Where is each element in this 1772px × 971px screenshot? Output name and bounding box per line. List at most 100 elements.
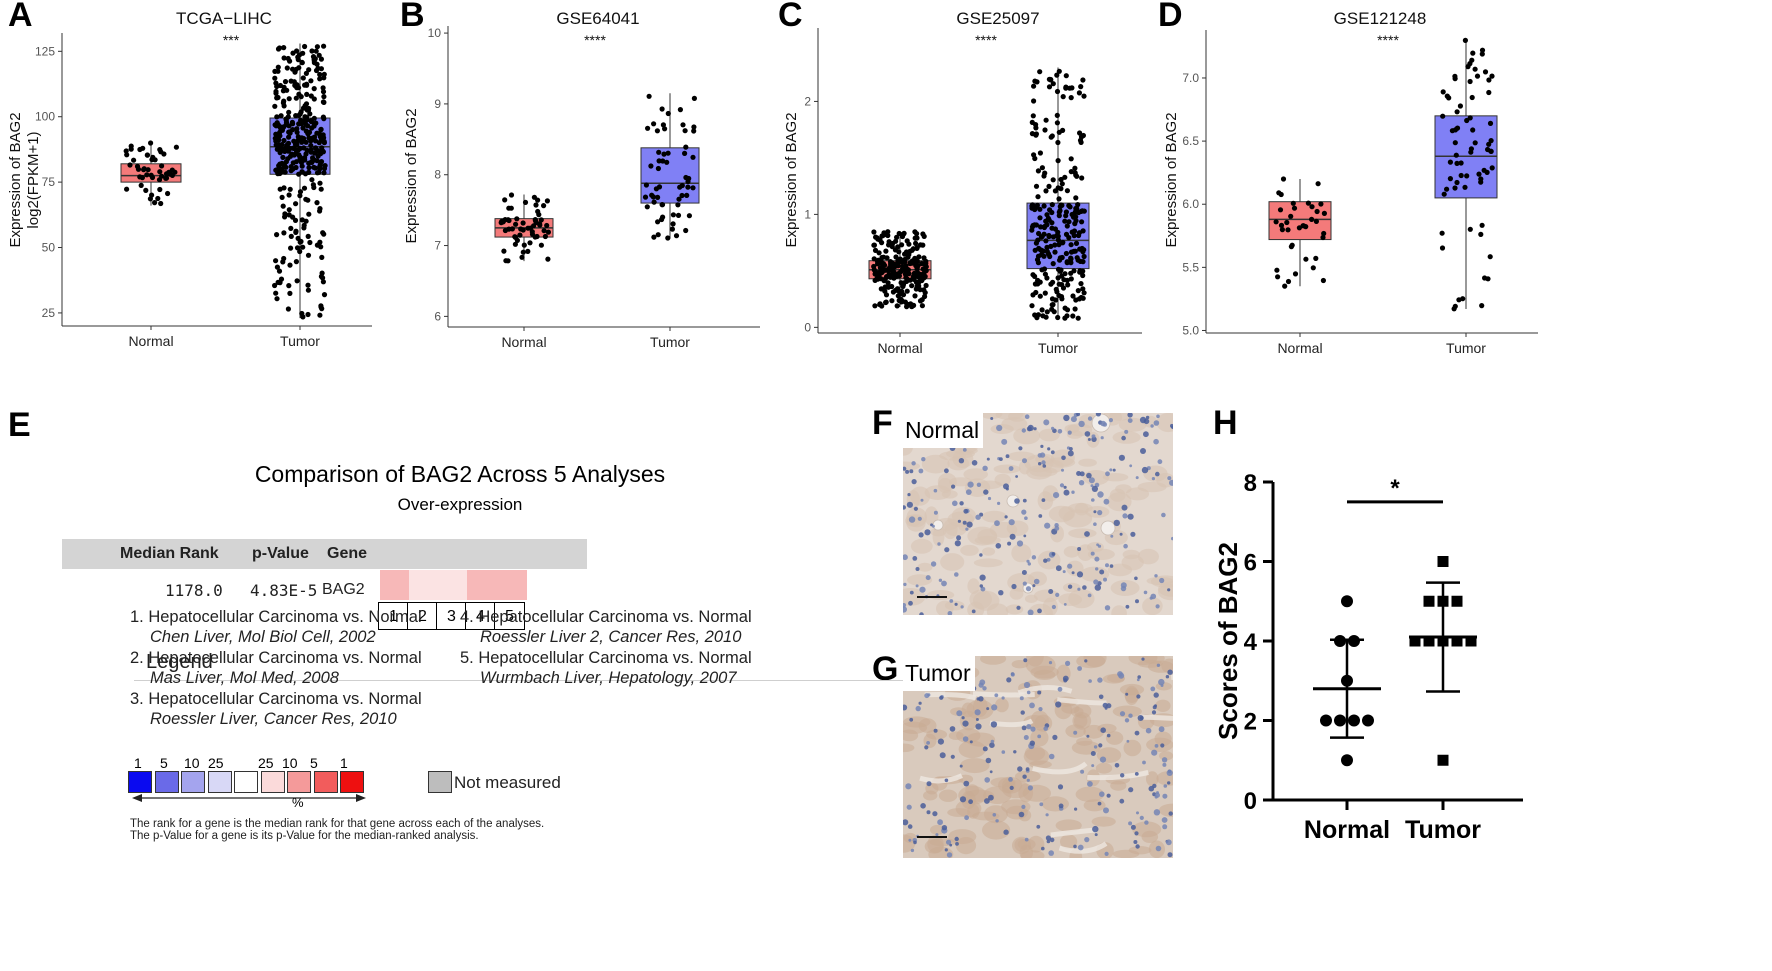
y-tick-label: 50 <box>42 241 56 255</box>
nucleus <box>913 506 918 511</box>
rank-number: 2 <box>407 602 438 630</box>
data-point <box>1046 84 1053 90</box>
data-point <box>317 208 323 214</box>
nucleus <box>1053 492 1060 499</box>
legend-item: 1. Hepatocellular Carcinoma vs. Normal Ch… <box>130 607 422 647</box>
row-gene-link[interactable]: BAG2 <box>322 581 365 598</box>
nucleus <box>1140 448 1146 454</box>
cell <box>903 588 926 606</box>
nucleus <box>1153 692 1159 698</box>
rank-cell[interactable] <box>438 570 469 600</box>
data-point <box>285 306 291 312</box>
data-point <box>306 169 312 175</box>
nucleus <box>1043 419 1050 426</box>
nucleus <box>1001 750 1006 754</box>
data-point <box>1073 195 1079 201</box>
data-point <box>1080 272 1086 279</box>
nucleus <box>985 757 992 764</box>
nucleus <box>1001 438 1008 445</box>
data-point <box>1284 219 1290 226</box>
nucleus <box>969 740 973 744</box>
data-point <box>279 194 285 200</box>
data-point <box>500 218 506 224</box>
nucleus <box>995 543 1002 549</box>
data-point <box>911 302 917 308</box>
data-point <box>1482 275 1488 281</box>
nucleus <box>1144 820 1149 825</box>
nucleus <box>1099 756 1107 763</box>
data-point <box>1059 181 1065 187</box>
nucleus <box>1109 564 1114 568</box>
nucleus <box>1134 576 1138 581</box>
nucleus <box>957 519 961 523</box>
nucleus <box>1023 735 1029 740</box>
nucleus <box>924 745 929 750</box>
data-point <box>321 170 327 176</box>
rank-cell[interactable] <box>380 570 411 600</box>
nucleus <box>986 707 990 711</box>
nucleus <box>979 584 983 588</box>
data-point <box>1039 307 1045 313</box>
stroma <box>972 691 1035 698</box>
nucleus <box>1137 675 1141 679</box>
nucleus <box>1041 498 1046 502</box>
nucleus <box>1054 526 1060 531</box>
data-point <box>643 182 649 188</box>
data-point <box>303 101 310 107</box>
nucleus <box>1136 678 1140 682</box>
rank-cell[interactable] <box>496 570 527 600</box>
data-point <box>1452 73 1458 79</box>
nucleus <box>975 723 982 730</box>
data-point <box>1054 72 1060 78</box>
data-point <box>1050 279 1056 285</box>
data-point <box>1279 227 1285 233</box>
nucleus <box>1099 569 1105 575</box>
data-point <box>910 274 916 280</box>
nucleus <box>1001 696 1005 700</box>
data-point <box>300 125 306 131</box>
data-point <box>1035 281 1041 287</box>
data-point <box>308 142 314 149</box>
data-point <box>1078 139 1084 145</box>
data-point <box>1476 171 1482 177</box>
nucleus <box>1038 462 1042 466</box>
data-point <box>144 152 150 158</box>
data-point <box>1071 228 1078 234</box>
data-point <box>1057 268 1063 274</box>
data-point <box>1043 188 1049 194</box>
nucleus <box>1100 436 1104 440</box>
panel-letter-e: E <box>8 406 31 444</box>
data-point <box>303 139 309 145</box>
data-point <box>321 231 327 237</box>
rank-cell[interactable] <box>467 570 498 600</box>
nucleus <box>1042 464 1047 468</box>
data-point <box>882 284 888 290</box>
nucleus <box>954 572 959 577</box>
nucleus <box>1168 811 1173 816</box>
boxplot-tcga-lihc: TCGA−LIHC *** Expression of BAG2 log2(FPKM+… <box>7 9 372 349</box>
data-point-tumor <box>1437 635 1449 647</box>
data-point <box>1059 296 1065 302</box>
nucleus <box>954 602 958 606</box>
nucleus <box>1067 450 1074 457</box>
nucleus <box>1097 510 1103 516</box>
data-point <box>152 200 158 206</box>
data-point <box>683 174 689 181</box>
nucleus <box>908 516 916 523</box>
data-point <box>1033 289 1039 296</box>
data-point <box>682 128 688 134</box>
nucleus <box>991 704 998 711</box>
nucleus <box>1097 491 1104 498</box>
significance-label: **** <box>975 32 997 48</box>
data-point <box>1479 303 1485 309</box>
rank-cell[interactable] <box>409 570 440 600</box>
data-point <box>297 189 304 195</box>
nucleus <box>1157 459 1163 465</box>
data-point <box>655 232 661 238</box>
data-point <box>272 103 278 109</box>
cell <box>1055 819 1082 832</box>
data-point <box>289 119 295 125</box>
data-point <box>321 99 327 105</box>
nucleus <box>1125 692 1129 696</box>
nucleus <box>1065 660 1071 666</box>
